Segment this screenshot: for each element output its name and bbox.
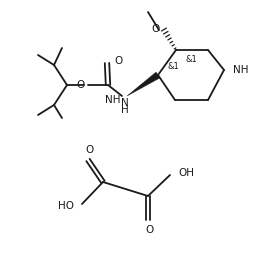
Text: NH: NH	[233, 65, 248, 75]
Text: HO: HO	[58, 201, 74, 211]
Text: O: O	[152, 24, 160, 34]
Text: NH: NH	[106, 95, 121, 105]
Text: &1: &1	[168, 62, 180, 71]
Text: O: O	[85, 145, 93, 155]
Text: O: O	[114, 56, 122, 66]
Text: O: O	[77, 80, 85, 90]
Text: H: H	[121, 105, 129, 115]
Polygon shape	[127, 72, 160, 96]
Text: OH: OH	[178, 168, 194, 178]
Text: &1: &1	[186, 55, 198, 64]
Text: O: O	[145, 225, 153, 235]
Text: N: N	[121, 98, 129, 108]
